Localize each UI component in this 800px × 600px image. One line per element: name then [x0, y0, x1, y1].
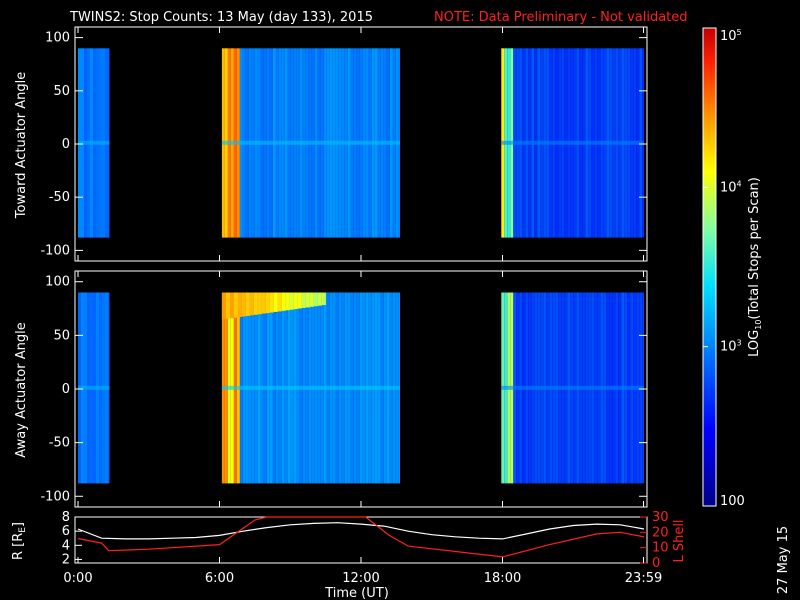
top-heatmap-panel: 100 50 0 -50 -100: [40, 26, 648, 262]
colorbar-tick-label: 105: [720, 28, 742, 44]
orbit-right-ylabel: L Shell: [672, 519, 687, 562]
xtick-label: 12:00: [342, 571, 379, 586]
orbit-right-tick: 10: [652, 541, 669, 556]
orbit-right-tick: 0: [652, 556, 660, 571]
xtick-label: 6:00: [205, 571, 234, 586]
colorbar-tick-label: 103: [720, 339, 742, 355]
lshell-series-line: [77, 516, 645, 558]
xtick-label: 0:00: [63, 571, 92, 586]
bottom-panel-ylabel: Away Actuator Angle: [14, 322, 29, 457]
chart-title: TWINS2: Stop Counts: 13 May (day 133), 2…: [69, 10, 373, 25]
orbit-right-tick: 30: [652, 510, 669, 525]
ytick-label: -100: [40, 489, 70, 504]
colorbar-tick-label: 100: [720, 494, 745, 509]
colorbar-label: LOG10(Total Stops per Scan): [747, 177, 763, 357]
bottom-heatmap-panel: 100 50 0 -50 -100: [40, 270, 648, 508]
ytick-label: 0: [62, 137, 70, 152]
orbit-left-tick: 4: [62, 538, 70, 553]
orbit-left-ylabel: R [RE]: [11, 522, 28, 560]
preliminary-note: NOTE: Data Preliminary - Not validated: [434, 10, 688, 25]
ytick-label: 100: [45, 31, 70, 46]
ytick-label: -50: [49, 436, 70, 451]
colorbar-ticks: 105 104 103 100: [703, 27, 745, 509]
ytick-label: -100: [40, 243, 70, 258]
ytick-label: 0: [62, 382, 70, 397]
date-stamp: 27 May 15: [776, 526, 791, 594]
r-series-line: [77, 522, 645, 540]
ytick-label: 50: [53, 84, 70, 99]
x-axis-label: Time (UT): [324, 586, 389, 600]
orbit-left-tick: 8: [62, 510, 70, 525]
ytick-label: -50: [49, 190, 70, 205]
xtick-label: 18:00: [484, 571, 521, 586]
orbit-left-tick: 2: [62, 552, 70, 567]
xtick-label: 23:59: [625, 571, 662, 586]
colorbar: [702, 27, 717, 507]
ytick-label: 100: [45, 275, 70, 290]
colorbar-tick-label: 104: [720, 179, 742, 195]
orbit-right-tick: 20: [652, 525, 669, 540]
top-panel-ylabel: Toward Actuator Angle: [14, 72, 29, 219]
orbit-left-tick: 6: [62, 524, 70, 539]
ytick-label: 50: [53, 328, 70, 343]
